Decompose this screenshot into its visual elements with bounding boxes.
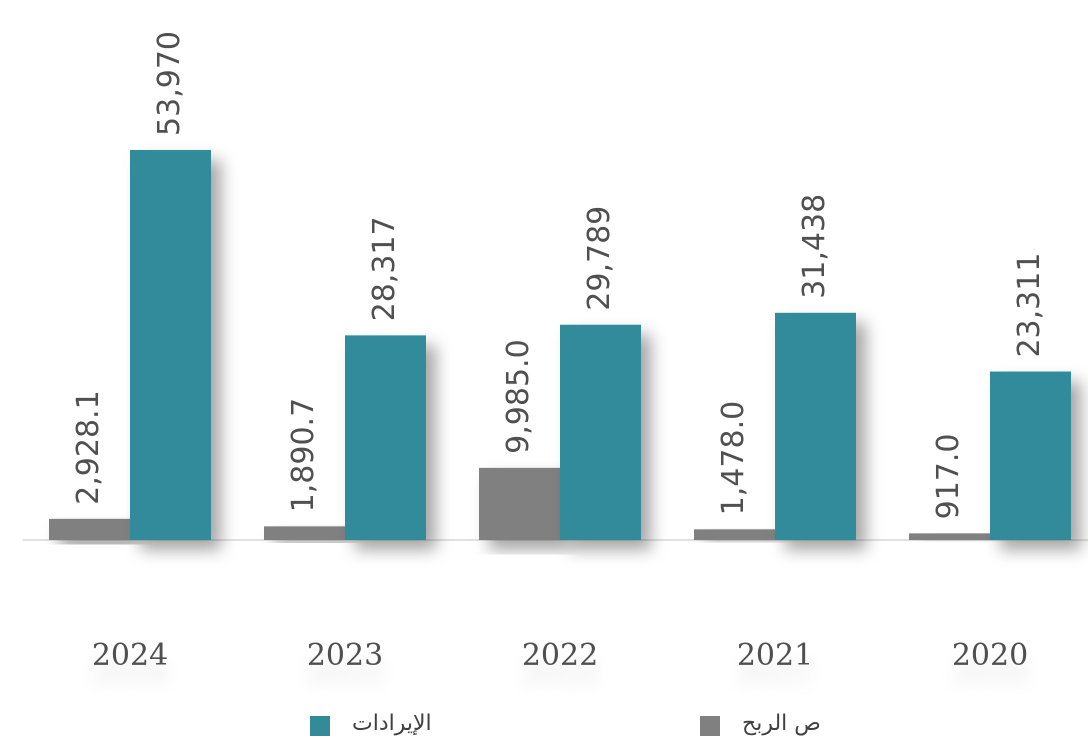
value-label: 2,928.1 — [71, 390, 106, 505]
value-label: 1,890.7 — [286, 398, 321, 513]
value-label: 53,970 — [152, 31, 187, 136]
legend-swatch — [310, 716, 330, 736]
bar — [130, 149, 211, 540]
x-tick-label: 2020 — [952, 638, 1028, 673]
bar — [264, 526, 345, 540]
value-label: 9,985.0 — [501, 339, 536, 454]
value-label: 1,478.0 — [716, 401, 751, 516]
bar — [694, 529, 775, 540]
legend-label: ص الربح — [742, 711, 821, 736]
value-label: 917.0 — [931, 433, 966, 519]
bar — [49, 518, 130, 540]
x-tick-label: 2021 — [737, 638, 813, 673]
bar — [345, 335, 426, 540]
bar — [775, 312, 856, 540]
bar — [560, 324, 641, 540]
value-label: 29,789 — [582, 206, 617, 311]
value-label: 23,311 — [1012, 253, 1047, 358]
bar — [990, 371, 1071, 540]
x-tick-label: 2022 — [522, 638, 598, 673]
bar — [479, 467, 560, 540]
legend-swatch — [700, 716, 720, 736]
legend-label: الإيرادات — [352, 711, 432, 736]
x-tick-label: 2023 — [307, 638, 383, 673]
value-label: 28,317 — [367, 216, 402, 321]
value-label: 31,438 — [797, 194, 832, 299]
x-tick-label: 2024 — [92, 638, 168, 673]
bar — [909, 533, 990, 540]
